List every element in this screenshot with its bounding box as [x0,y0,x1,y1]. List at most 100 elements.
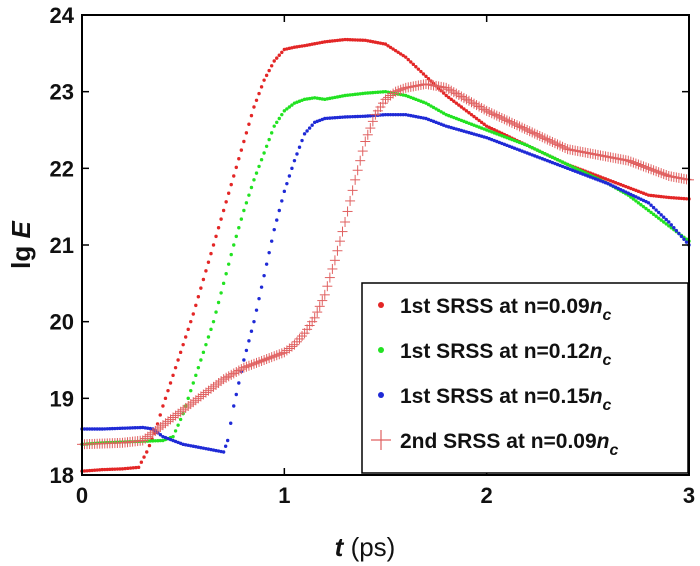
data-point [421,116,426,120]
data-point [90,468,94,473]
legend-entry: 1st SRSS at n=0.15nc [378,385,612,414]
data-point [199,286,203,290]
data-point [249,329,254,333]
data-point [653,167,664,178]
data-point [353,114,357,119]
data-point [310,96,314,100]
data-point [373,40,378,44]
data-point [325,97,330,101]
data-point [648,165,659,176]
data-point [667,220,671,224]
data-point [527,127,538,138]
data-point [123,466,127,471]
data-point [469,98,480,109]
data-point [211,448,216,452]
data-point [206,260,211,264]
y-tick-label: 23 [50,80,74,105]
data-point [674,196,679,200]
data-point [186,327,190,332]
legend-label-var: n [590,385,603,408]
data-point [232,404,236,408]
data-point [467,111,471,115]
data-point [625,156,636,167]
data-point [223,371,234,382]
data-point [383,42,388,46]
data-point [244,201,249,205]
y-tick-label: 21 [50,233,74,258]
data-point [138,425,142,430]
data-point [474,101,485,112]
data-point [165,414,176,425]
data-point [555,140,566,151]
data-point [170,410,181,421]
data-point [373,90,378,95]
data-point [312,96,317,100]
data-point [98,468,102,472]
data-point [297,44,302,49]
data-point [443,84,454,95]
data-point [219,449,223,454]
data-point [234,234,238,239]
data-point [662,220,666,224]
data-point [654,194,658,198]
data-point [256,355,267,366]
data-point [323,40,327,44]
data-point [398,112,403,117]
data-point [158,413,162,417]
data-point [340,38,345,42]
data-point [327,263,338,274]
data-point [252,105,256,109]
data-point [228,368,239,379]
data-point [319,289,330,300]
data-point [176,423,180,427]
data-point [214,310,218,314]
data-point [646,164,657,175]
data-point [314,301,325,312]
data-point [238,362,249,373]
data-point [419,69,423,74]
data-point [338,38,342,42]
data-point [330,116,335,120]
data-point [401,93,405,97]
data-point [166,388,170,393]
data-point [214,234,218,239]
data-point [328,116,332,120]
data-point [266,352,277,363]
data-point [672,196,676,200]
data-point [393,85,404,96]
data-point [633,159,644,170]
data-point [156,438,160,443]
data-point [396,50,400,54]
data-point [360,136,371,147]
data-point [441,111,446,115]
data-point [284,343,295,354]
data-point [290,166,294,171]
data-point [492,128,496,132]
data-point [462,107,466,111]
data-point [274,349,285,360]
data-point [226,369,237,380]
data-point [398,52,403,56]
data-point [123,426,127,430]
data-point [335,115,340,120]
data-point [500,131,504,136]
data-point [659,194,663,199]
data-point [189,444,193,448]
y-axis-label-var: E [6,221,36,239]
data-point [85,469,89,473]
data-point [490,126,494,131]
data-point [347,185,358,196]
data-point [383,92,394,103]
data-point [431,105,436,110]
data-point [563,161,567,166]
data-point [469,112,474,117]
data-point [247,122,251,126]
data-point [527,144,532,149]
data-point [385,90,396,101]
data-point [644,206,648,211]
data-point [619,187,623,192]
legend-label-var: n [597,430,610,453]
y-tick-label: 19 [50,386,74,411]
data-point [659,213,663,217]
data-point [280,199,284,203]
